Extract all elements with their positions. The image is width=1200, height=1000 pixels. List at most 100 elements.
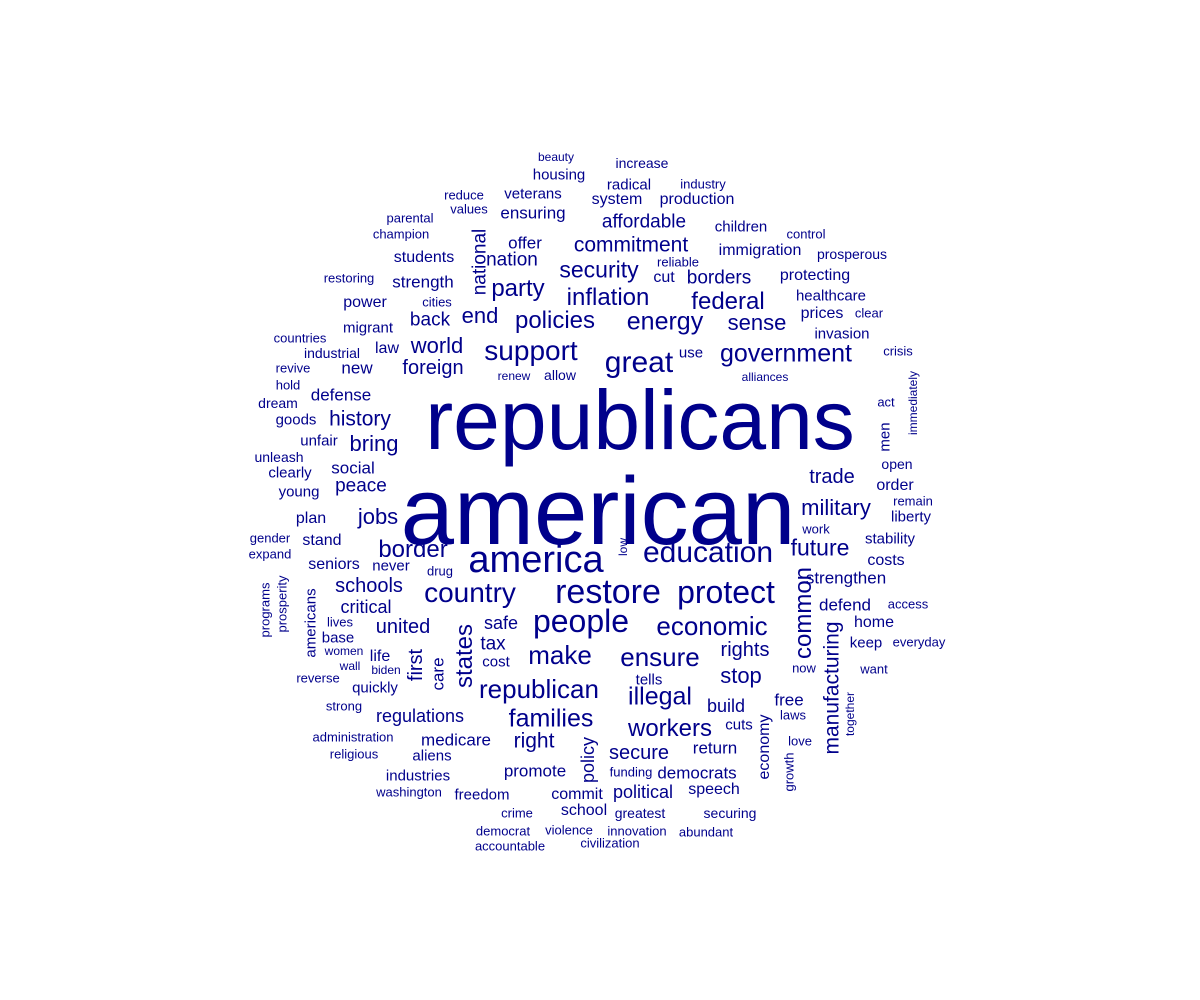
- word-increase: increase: [615, 155, 669, 171]
- word-industry: industry: [680, 176, 726, 192]
- word-strengthen: strengthen: [805, 568, 887, 588]
- word-states: states: [451, 623, 478, 689]
- word-back: back: [409, 309, 451, 331]
- word-energy: energy: [626, 307, 704, 336]
- word-accountable: accountable: [474, 838, 546, 854]
- word-peace: peace: [335, 475, 387, 497]
- word-violence: violence: [545, 822, 593, 838]
- word-families: families: [508, 704, 594, 733]
- word-everyday: everyday: [892, 634, 946, 650]
- word-borders: borders: [686, 267, 752, 289]
- word-students: students: [393, 249, 455, 266]
- word-laws: laws: [779, 707, 807, 723]
- word-reduce: reduce: [444, 187, 484, 203]
- word-ensuring: ensuring: [500, 203, 566, 223]
- word-low: low: [616, 537, 630, 557]
- word-immediately: immediately: [906, 370, 920, 436]
- word-freedom: freedom: [454, 786, 510, 804]
- word-goods: goods: [275, 411, 317, 429]
- word-cost: cost: [482, 653, 510, 671]
- word-care: care: [428, 657, 448, 691]
- word-protecting: protecting: [779, 267, 851, 284]
- word-access: access: [887, 596, 929, 612]
- word-strength: strength: [392, 272, 454, 292]
- word-unleash: unleash: [254, 449, 304, 465]
- word-defense: defense: [310, 385, 372, 405]
- word-democrat: democrat: [475, 823, 531, 839]
- word-abundant: abundant: [678, 824, 734, 840]
- word-clearly: clearly: [268, 464, 312, 482]
- word-alliances: alliances: [741, 370, 789, 384]
- word-secure: secure: [608, 742, 670, 764]
- word-strong: strong: [325, 698, 363, 714]
- word-growth: growth: [781, 752, 797, 792]
- word-administration: administration: [312, 729, 394, 745]
- word-order: order: [876, 477, 914, 494]
- word-funding: funding: [609, 764, 653, 780]
- word-love: love: [788, 733, 812, 749]
- word-crime: crime: [501, 805, 533, 821]
- word-power: power: [343, 294, 387, 311]
- word-affordable: affordable: [601, 211, 687, 233]
- word-liberty: liberty: [890, 508, 932, 526]
- word-america: america: [468, 539, 604, 581]
- word-jobs: jobs: [357, 504, 399, 529]
- word-stop: stop: [720, 663, 762, 688]
- word-right: right: [513, 729, 555, 753]
- word-aliens: aliens: [412, 747, 452, 765]
- word-regulations: regulations: [375, 706, 465, 726]
- word-new: new: [341, 358, 373, 378]
- word-political: political: [612, 782, 674, 802]
- word-biden: biden: [371, 663, 401, 677]
- word-restoring: restoring: [323, 270, 375, 286]
- word-first: first: [405, 648, 427, 682]
- word-commitment: commitment: [573, 233, 689, 257]
- word-keep: keep: [849, 634, 883, 652]
- word-wall: wall: [339, 659, 361, 673]
- word-medicare: medicare: [421, 730, 491, 750]
- word-civilization: civilization: [580, 835, 640, 851]
- word-tells: tells: [635, 671, 663, 689]
- word-open: open: [881, 456, 913, 472]
- word-defend: defend: [819, 595, 871, 615]
- word-young: young: [278, 483, 320, 501]
- word-border: border: [378, 536, 448, 563]
- word-offer: offer: [508, 233, 542, 253]
- word-immigration: immigration: [718, 242, 802, 259]
- word-school: school: [560, 802, 608, 819]
- word-people: people: [532, 603, 630, 639]
- word-costs: costs: [867, 552, 905, 569]
- word-prices: prices: [800, 305, 844, 322]
- word-country: country: [424, 577, 516, 608]
- word-bring: bring: [349, 431, 399, 456]
- word-national: national: [469, 228, 491, 296]
- word-countries: countries: [273, 330, 327, 346]
- word-use: use: [678, 344, 704, 362]
- word-commit: commit: [551, 786, 603, 803]
- word-parental: parental: [386, 210, 434, 226]
- word-drug: drug: [426, 563, 454, 579]
- word-champion: champion: [372, 226, 430, 242]
- word-democrats: democrats: [657, 763, 737, 783]
- word-education: education: [642, 536, 774, 569]
- word-control: control: [786, 226, 826, 242]
- word-trade: trade: [809, 466, 855, 488]
- word-world: world: [410, 333, 464, 358]
- word-protect: protect: [677, 574, 775, 610]
- word-return: return: [692, 738, 738, 758]
- word-radical: radical: [606, 176, 652, 194]
- word-now: now: [792, 660, 816, 676]
- word-make: make: [528, 640, 592, 670]
- word-seniors: seniors: [308, 556, 360, 573]
- word-revive: revive: [275, 360, 311, 376]
- word-workers: workers: [627, 715, 713, 742]
- word-cities: cities: [422, 294, 452, 310]
- word-safe: safe: [483, 613, 519, 633]
- word-prosperity: prosperity: [274, 575, 290, 633]
- word-policies: policies: [514, 307, 596, 334]
- word-men: men: [876, 422, 894, 452]
- word-greatest: greatest: [614, 805, 666, 821]
- word-republicans: republicans: [425, 373, 855, 467]
- word-crisis: crisis: [883, 343, 913, 359]
- word-veterans: veterans: [504, 185, 562, 203]
